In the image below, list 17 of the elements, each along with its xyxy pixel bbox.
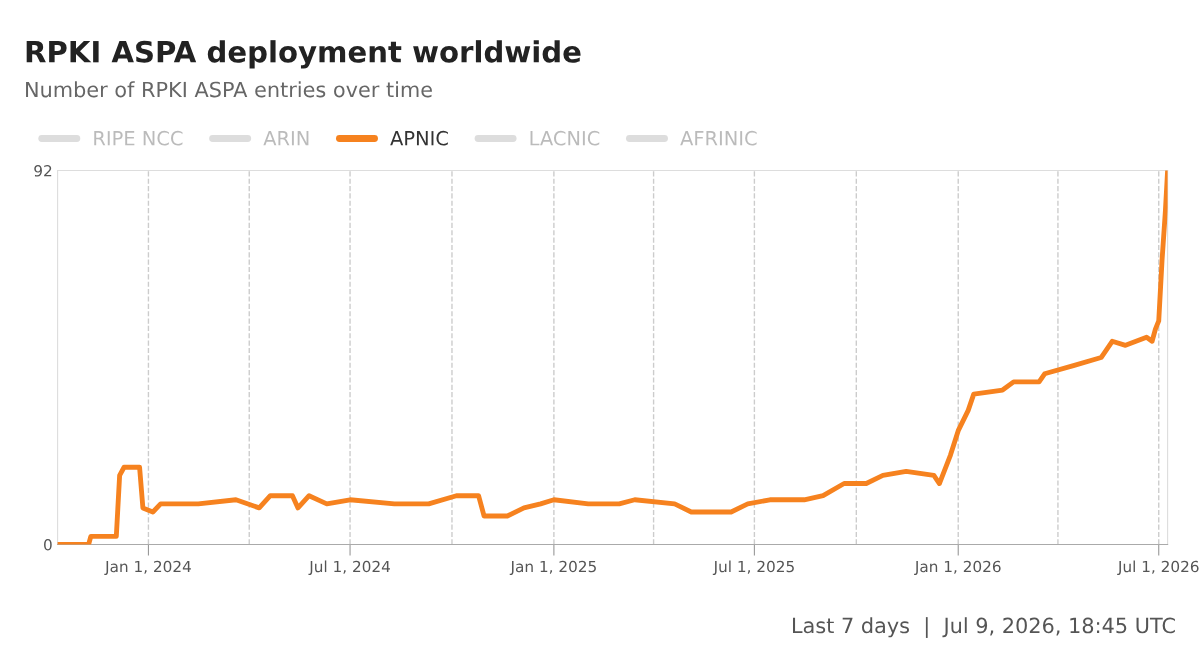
y-tick-label: 92 [34, 165, 52, 177]
line-series [57, 170, 1168, 545]
y-tick-label: 0 [44, 538, 52, 551]
legend-label: APNIC [390, 130, 448, 146]
x-tick-label: Jan 1, 2025 [509, 560, 596, 576]
legend-label: RIPE NCC [94, 130, 183, 146]
x-tick-label: Jan 1, 2024 [104, 560, 191, 576]
legend-label: AFRINIC [680, 130, 757, 146]
x-tick-label: Jul 1, 2026 [1117, 560, 1199, 576]
text: Last 7 days | Jul 9, 2026, 18:45 UTC [793, 617, 1175, 638]
x-tick-label: Jul 1, 2024 [308, 560, 390, 576]
chart-title: RPKI ASPA deployment worldwide [26, 40, 581, 69]
legend-label: LACNIC [530, 130, 600, 146]
chart-subtitle: Number of RPKI ASPA entries over time [26, 81, 432, 98]
x-tick-label: Jan 1, 2026 [914, 560, 1001, 576]
x-tick-label: Jul 1, 2025 [712, 560, 794, 576]
legend-label: ARIN [263, 131, 309, 146]
